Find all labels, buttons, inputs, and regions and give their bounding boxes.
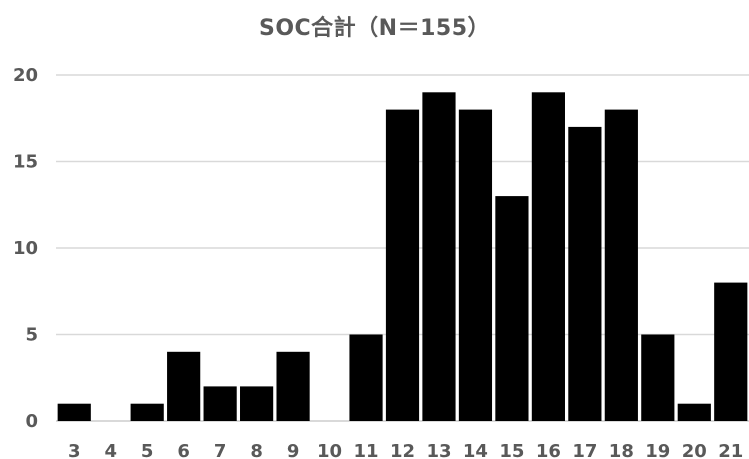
- x-tick-label: 8: [250, 441, 263, 459]
- bar: [422, 92, 456, 422]
- bar: [531, 92, 565, 422]
- y-tick-label: 20: [13, 65, 38, 86]
- x-tick-label: 9: [287, 441, 300, 459]
- x-tick-label: 17: [572, 441, 597, 459]
- y-tick-label: 10: [13, 238, 38, 259]
- bar: [276, 351, 310, 421]
- x-tick-label: 11: [353, 441, 378, 459]
- bar: [203, 386, 237, 421]
- x-tick-label: 13: [426, 441, 451, 459]
- bar: [240, 386, 274, 421]
- x-tick-label: 20: [682, 441, 707, 459]
- bar: [714, 282, 748, 421]
- x-tick-label: 14: [463, 441, 488, 459]
- bar: [385, 109, 420, 421]
- x-tick-label: 6: [177, 441, 190, 459]
- bar: [458, 109, 493, 421]
- x-tick-label: 4: [104, 441, 117, 459]
- x-tick-label: 12: [390, 441, 415, 459]
- x-tick-label: 19: [645, 441, 670, 459]
- x-tick-label: 18: [609, 441, 634, 459]
- bar: [130, 403, 164, 421]
- x-tick-label: 3: [68, 441, 81, 459]
- chart-title: SOC合計（N＝155）: [258, 16, 491, 41]
- bar: [677, 403, 711, 421]
- x-tick-label: 7: [214, 441, 227, 459]
- bar: [604, 109, 638, 421]
- y-tick-label: 5: [25, 325, 38, 346]
- x-tick-label: 5: [141, 441, 154, 459]
- bar: [495, 196, 529, 421]
- bar: [167, 351, 201, 421]
- x-tick-label: 10: [317, 441, 342, 459]
- x-tick-label: 15: [499, 441, 524, 459]
- x-tick-label: 21: [718, 441, 743, 459]
- bar: [349, 334, 383, 421]
- y-tick-label: 15: [13, 152, 38, 173]
- bar: [568, 126, 602, 422]
- bar: [57, 403, 91, 421]
- x-tick-label: 16: [536, 441, 561, 459]
- bar: [641, 334, 675, 421]
- y-tick-label: 0: [25, 411, 38, 432]
